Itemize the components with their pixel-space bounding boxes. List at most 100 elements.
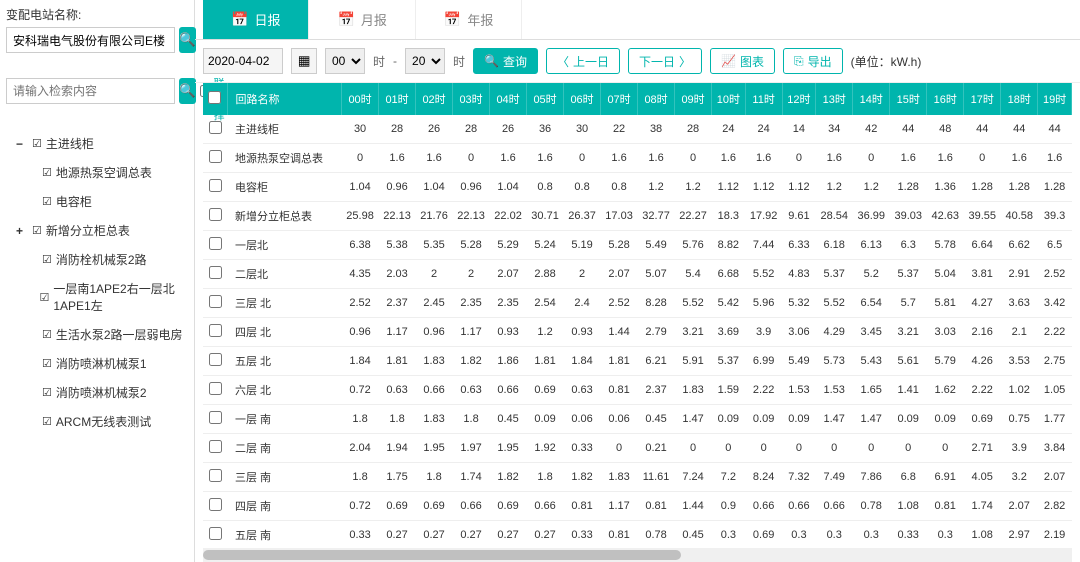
row-checkbox[interactable] bbox=[209, 150, 222, 163]
tree-item[interactable]: ☑一层南1APE2右一层北1APE1左 bbox=[6, 274, 188, 320]
data-cell: 44 bbox=[1038, 115, 1072, 144]
row-checkbox-cell[interactable] bbox=[203, 202, 227, 231]
content-search-input[interactable] bbox=[6, 78, 175, 104]
row-checkbox-cell[interactable] bbox=[203, 115, 227, 144]
row-checkbox-cell[interactable] bbox=[203, 289, 227, 318]
data-cell: 2.45 bbox=[416, 289, 453, 318]
data-cell: 39.3 bbox=[1038, 202, 1072, 231]
row-checkbox-cell[interactable] bbox=[203, 173, 227, 202]
row-checkbox[interactable] bbox=[209, 295, 222, 308]
tree-item[interactable]: ☑ARCM无线表测试 bbox=[6, 407, 188, 436]
table-row: 一层北6.385.385.355.285.295.245.195.285.495… bbox=[203, 231, 1072, 260]
data-cell: 2.52 bbox=[342, 289, 379, 318]
row-checkbox[interactable] bbox=[209, 440, 222, 453]
row-checkbox-cell[interactable] bbox=[203, 405, 227, 434]
data-cell: 0.72 bbox=[342, 376, 379, 405]
row-checkbox[interactable] bbox=[209, 324, 222, 337]
data-cell: 1.47 bbox=[675, 405, 712, 434]
tree-item[interactable]: ☑电容柜 bbox=[6, 187, 188, 216]
tree-item[interactable]: +☑新增分立柜总表 bbox=[6, 216, 188, 245]
data-cell: 8.82 bbox=[712, 231, 746, 260]
table-row: 地源热泵空调总表01.61.601.61.601.61.601.61.601.6… bbox=[203, 144, 1072, 173]
row-checkbox-cell[interactable] bbox=[203, 463, 227, 492]
data-cell: 1.86 bbox=[490, 347, 527, 376]
table-wrap[interactable]: 回路名称00时01时02时03时04时05时06时07时08时09时10时11时… bbox=[195, 83, 1080, 548]
data-cell: 0.45 bbox=[675, 521, 712, 549]
tab-日报[interactable]: 📅日报 bbox=[203, 0, 309, 39]
horizontal-scrollbar[interactable] bbox=[203, 548, 1072, 562]
row-name: 地源热泵空调总表 bbox=[227, 144, 342, 173]
data-cell: 28.54 bbox=[816, 202, 853, 231]
row-checkbox[interactable] bbox=[209, 208, 222, 221]
row-checkbox[interactable] bbox=[209, 121, 222, 134]
row-checkbox[interactable] bbox=[209, 382, 222, 395]
table-row: 新增分立柜总表25.9822.1321.7622.1322.0230.7126.… bbox=[203, 202, 1072, 231]
tab-年报[interactable]: 📅年报 bbox=[416, 0, 522, 39]
row-checkbox[interactable] bbox=[209, 527, 222, 540]
data-cell: 0 bbox=[745, 434, 782, 463]
row-checkbox-cell[interactable] bbox=[203, 144, 227, 173]
row-checkbox-cell[interactable] bbox=[203, 376, 227, 405]
next-day-button[interactable]: 下一日〉 bbox=[628, 48, 702, 74]
export-button[interactable]: ⎘导出 bbox=[783, 48, 843, 74]
row-checkbox[interactable] bbox=[209, 469, 222, 482]
data-cell: 0.96 bbox=[342, 318, 379, 347]
data-cell: 1.17 bbox=[379, 318, 416, 347]
hour-to-select[interactable]: 20 bbox=[405, 48, 445, 74]
row-checkbox-cell[interactable] bbox=[203, 434, 227, 463]
row-checkbox-cell[interactable] bbox=[203, 318, 227, 347]
tree-item[interactable]: ☑地源热泵空调总表 bbox=[6, 158, 188, 187]
data-cell: 6.68 bbox=[712, 260, 746, 289]
row-checkbox-cell[interactable] bbox=[203, 492, 227, 521]
data-cell: 2.82 bbox=[1038, 492, 1072, 521]
row-checkbox[interactable] bbox=[209, 266, 222, 279]
tree-item[interactable]: ☑生活水泵2路一层弱电房 bbox=[6, 320, 188, 349]
data-cell: 5.7 bbox=[890, 289, 927, 318]
query-button[interactable]: 🔍查询 bbox=[473, 48, 538, 74]
scrollbar-thumb[interactable] bbox=[203, 550, 681, 560]
data-cell: 28 bbox=[453, 115, 490, 144]
tab-月报[interactable]: 📅月报 bbox=[309, 0, 415, 39]
prev-day-button[interactable]: 〈上一日 bbox=[546, 48, 620, 74]
data-cell: 5.91 bbox=[675, 347, 712, 376]
date-input[interactable] bbox=[203, 48, 283, 74]
row-checkbox-cell[interactable] bbox=[203, 260, 227, 289]
row-checkbox-cell[interactable] bbox=[203, 231, 227, 260]
calendar-icon: 📅 bbox=[337, 11, 354, 28]
row-name: 二层 南 bbox=[227, 434, 342, 463]
data-cell: 30.71 bbox=[527, 202, 564, 231]
expand-icon: − bbox=[16, 137, 28, 151]
data-cell: 1.81 bbox=[601, 347, 638, 376]
hour-header: 16时 bbox=[927, 83, 964, 115]
data-cell: 4.83 bbox=[782, 260, 816, 289]
data-cell: 22.13 bbox=[453, 202, 490, 231]
table-row: 三层 北2.522.372.452.352.352.542.42.528.285… bbox=[203, 289, 1072, 318]
row-checkbox-cell[interactable] bbox=[203, 347, 227, 376]
station-search-button[interactable]: 🔍 bbox=[179, 27, 196, 53]
hour-from-select[interactable]: 00 bbox=[325, 48, 365, 74]
data-cell: 1.17 bbox=[601, 492, 638, 521]
content-search-button[interactable]: 🔍 bbox=[179, 78, 196, 104]
station-input[interactable] bbox=[6, 27, 175, 53]
tree-item[interactable]: −☑主进线柜 bbox=[6, 129, 188, 158]
data-cell: 32.77 bbox=[638, 202, 675, 231]
row-checkbox[interactable] bbox=[209, 237, 222, 250]
calendar-button[interactable]: ▦ bbox=[291, 48, 317, 74]
data-cell: 0 bbox=[782, 144, 816, 173]
tree-item-label: 生活水泵2路一层弱电房 bbox=[56, 326, 183, 343]
tree-item[interactable]: ☑消防喷淋机械泵2 bbox=[6, 378, 188, 407]
tree-item[interactable]: ☑消防喷淋机械泵1 bbox=[6, 349, 188, 378]
report-tabs: 📅日报📅月报📅年报 bbox=[195, 0, 1080, 40]
tree-item[interactable]: ☑消防栓机械泵2路 bbox=[6, 245, 188, 274]
row-checkbox-cell[interactable] bbox=[203, 521, 227, 549]
row-checkbox[interactable] bbox=[209, 353, 222, 366]
data-cell: 5.19 bbox=[564, 231, 601, 260]
data-cell: 3.21 bbox=[675, 318, 712, 347]
select-all-checkbox[interactable] bbox=[208, 91, 221, 104]
chart-button[interactable]: 📈图表 bbox=[710, 48, 775, 74]
row-checkbox[interactable] bbox=[209, 179, 222, 192]
data-cell: 1.6 bbox=[712, 144, 746, 173]
select-all-header[interactable] bbox=[203, 83, 227, 115]
row-checkbox[interactable] bbox=[209, 498, 222, 511]
row-checkbox[interactable] bbox=[209, 411, 222, 424]
